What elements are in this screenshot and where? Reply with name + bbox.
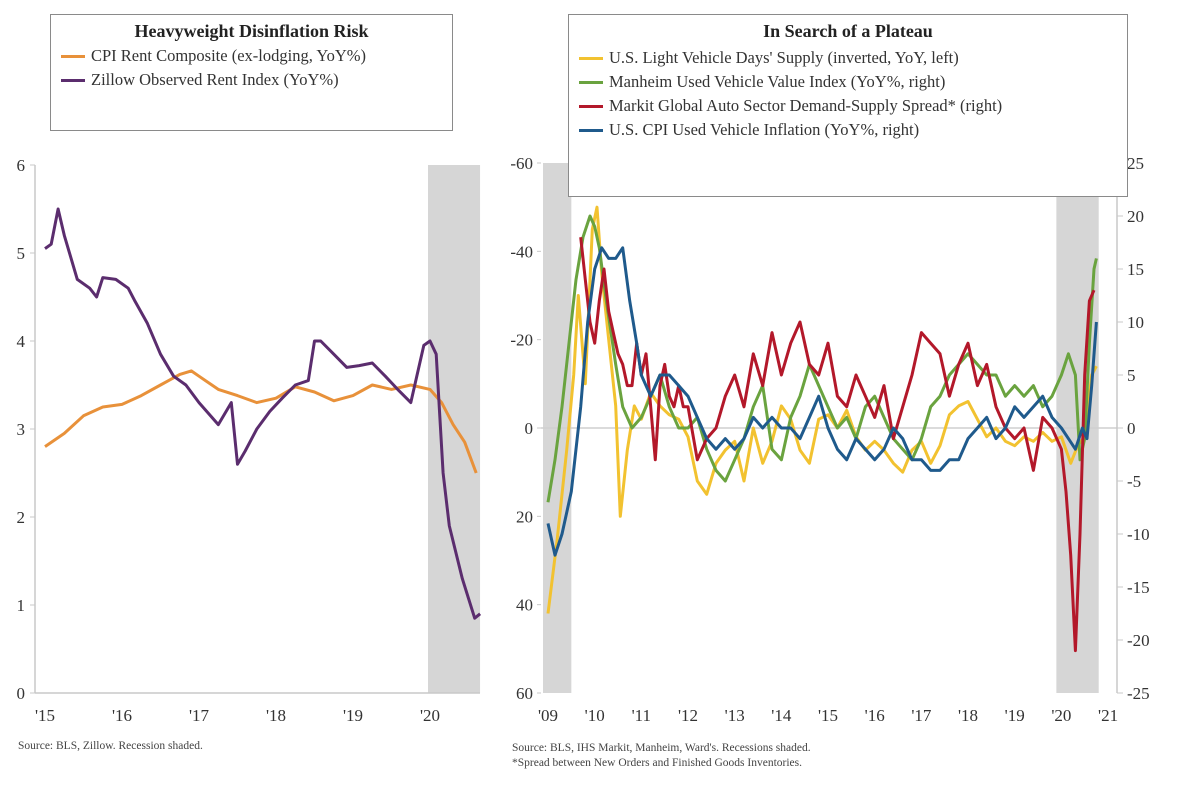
x-tick-label: '12 — [678, 706, 698, 725]
x-tick-label: '16 — [112, 706, 132, 725]
x-tick-label: '21 — [1098, 706, 1118, 725]
right-y-tick-label: -15 — [1127, 578, 1150, 597]
right-y-tick-label: 25 — [1127, 154, 1144, 173]
left-y-tick-label: 40 — [516, 596, 533, 615]
right-y-tick-label: 20 — [1127, 207, 1144, 226]
left-chart: 0 1 2 3 4 5 6 '15 '16 '17 '18 '19 '20 — [17, 156, 482, 725]
right-y-tick-label: -25 — [1127, 684, 1150, 703]
legend-label: U.S. Light Vehicle Days' Supply (inverte… — [609, 48, 959, 67]
source-text: Source: BLS, IHS Markit, Manheim, Ward's… — [512, 742, 811, 754]
y-tick-label: 2 — [17, 508, 26, 527]
left-chart-title: Heavyweight Disinflation Risk — [134, 21, 369, 41]
right-y-tick-label: 5 — [1127, 366, 1136, 385]
right-source-note: Source: BLS, IHS Markit, Manheim, Ward's… — [512, 741, 811, 771]
right-y-tick-label: 15 — [1127, 260, 1144, 279]
legend-swatch-orange — [61, 54, 85, 58]
left-source-note: Source: BLS, Zillow. Recession shaded. — [18, 739, 203, 754]
source-text: Source: BLS, Zillow. Recession shaded. — [18, 740, 203, 752]
series-line-days-supply — [546, 205, 1098, 614]
series-line-markit — [579, 237, 1096, 653]
x-tick-label: '17 — [911, 706, 932, 725]
x-tick-label: '09 — [538, 706, 558, 725]
series-line-cpi-used — [546, 246, 1098, 557]
x-tick-label: '19 — [343, 706, 363, 725]
footnote-text: *Spread between New Orders and Finished … — [512, 757, 802, 769]
x-tick-label: '15 — [818, 706, 838, 725]
y-tick-label: 6 — [17, 156, 26, 175]
left-y-tick-label: 0 — [525, 419, 534, 438]
legend-item-manheim: Manheim Used Vehicle Value Index (YoY%, … — [579, 70, 1117, 94]
x-tick-label: '13 — [725, 706, 745, 725]
left-y-tick-label: -60 — [510, 154, 533, 173]
right-y-tick-label: 0 — [1127, 419, 1136, 438]
legend-item-zillow: Zillow Observed Rent Index (YoY%) — [61, 68, 442, 92]
legend-label: CPI Rent Composite (ex-lodging, YoY%) — [91, 46, 367, 65]
right-y-tick-label: -10 — [1127, 525, 1150, 544]
right-y-tick-label: -5 — [1127, 472, 1141, 491]
legend-item-cpi-used: U.S. CPI Used Vehicle Inflation (YoY%, r… — [579, 118, 1117, 142]
x-tick-label: '11 — [632, 706, 651, 725]
legend-swatch-yellow — [579, 56, 603, 60]
left-legend: Heavyweight Disinflation Risk CPI Rent C… — [50, 14, 453, 131]
legend-swatch-red — [579, 104, 603, 108]
left-y-tick-label: 60 — [516, 684, 533, 703]
legend-item-markit: Markit Global Auto Sector Demand-Supply … — [579, 94, 1117, 118]
right-y-tick-label: -20 — [1127, 631, 1150, 650]
right-y-tick-label: 10 — [1127, 313, 1144, 332]
y-tick-label: 5 — [17, 244, 26, 263]
legend-item-days-supply: U.S. Light Vehicle Days' Supply (inverte… — [579, 46, 1117, 70]
series-line-zillow — [44, 207, 482, 620]
x-tick-label: '16 — [865, 706, 885, 725]
right-chart-title: In Search of a Plateau — [763, 21, 933, 41]
x-tick-label: '14 — [771, 706, 792, 725]
legend-label: Markit Global Auto Sector Demand-Supply … — [609, 96, 1003, 115]
legend-swatch-blue — [579, 128, 603, 132]
y-tick-label: 4 — [17, 332, 26, 351]
left-y-tick-label: -20 — [510, 331, 533, 350]
legend-label: U.S. CPI Used Vehicle Inflation (YoY%, r… — [609, 120, 920, 139]
x-tick-label: '18 — [958, 706, 978, 725]
left-y-tick-label: -40 — [510, 242, 533, 261]
left-y-tick-label: 20 — [516, 507, 533, 526]
x-tick-label: '15 — [35, 706, 55, 725]
y-tick-label: 3 — [17, 420, 26, 439]
series-line-manheim — [546, 214, 1098, 503]
series-line-cpi-rent — [44, 369, 478, 474]
right-chart: -60 -40 -20 0 20 40 60 25 20 15 10 5 0 -5 -10 -15 -20 -25… — [510, 154, 1149, 725]
x-tick-label: '10 — [585, 706, 605, 725]
y-tick-label: 1 — [17, 596, 26, 615]
right-legend: In Search of a Plateau U.S. Light Vehicl… — [568, 14, 1128, 197]
legend-swatch-purple — [61, 78, 85, 82]
legend-swatch-green — [579, 80, 603, 84]
x-tick-label: '19 — [1005, 706, 1025, 725]
x-tick-label: '20 — [420, 706, 440, 725]
legend-item-cpi-rent: CPI Rent Composite (ex-lodging, YoY%) — [61, 44, 442, 68]
x-tick-label: '20 — [1051, 706, 1071, 725]
y-tick-label: 0 — [17, 684, 26, 703]
x-tick-label: '18 — [266, 706, 286, 725]
legend-label: Zillow Observed Rent Index (YoY%) — [91, 70, 339, 89]
x-tick-label: '17 — [189, 706, 210, 725]
legend-label: Manheim Used Vehicle Value Index (YoY%, … — [609, 72, 946, 91]
